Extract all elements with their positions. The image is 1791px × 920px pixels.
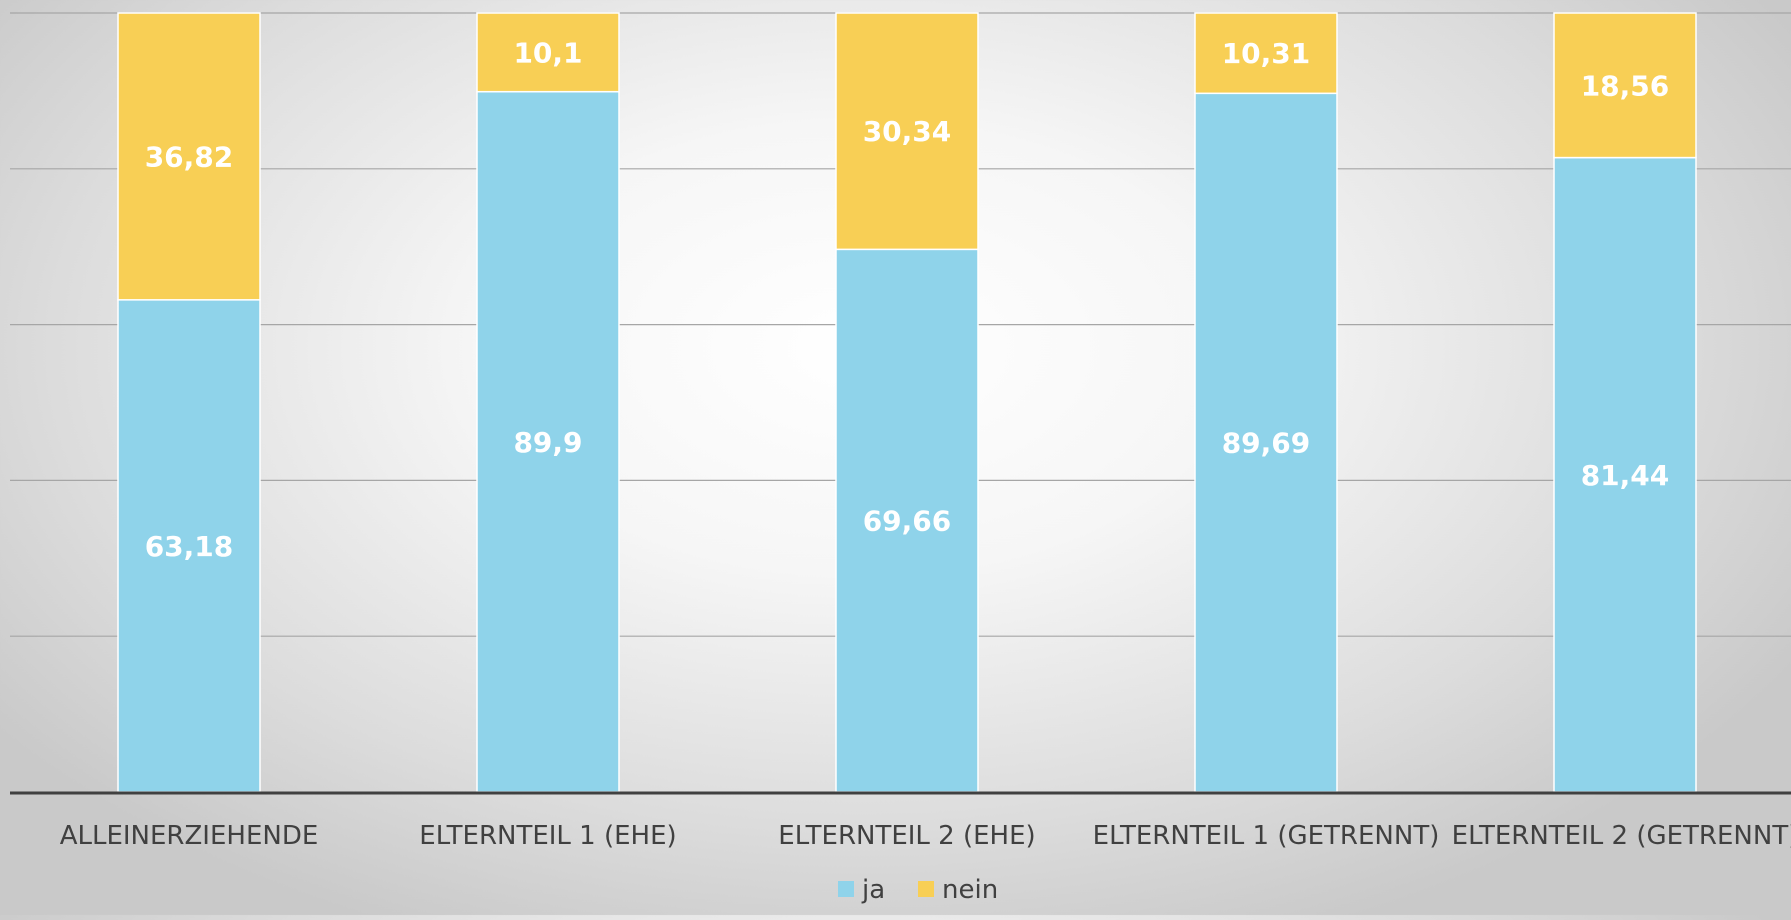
bar-ja-3 <box>1194 92 1338 793</box>
data-label-nein-2: 30,34 <box>863 115 952 148</box>
category-label-3: ELTERNTEIL 1 (GETRENNT) <box>1093 821 1440 851</box>
data-label-ja-4: 81,44 <box>1581 459 1670 492</box>
legend-label-ja: ja <box>861 875 885 905</box>
legend-label-nein: nein <box>942 875 998 905</box>
category-label-0: ALLEINERZIEHENDE <box>60 821 319 851</box>
category-label-1: ELTERNTEIL 1 (EHE) <box>419 821 676 851</box>
category-label-4: ELTERNTEIL 2 (GETRENNT) <box>1452 821 1791 851</box>
bar-nein-1 <box>476 12 620 93</box>
data-labels: 63,18 36,82 89,9 10,1 69,66 30,34 89,69 10,31 81… <box>145 36 1670 563</box>
data-label-ja-0: 63,18 <box>145 530 234 563</box>
category-labels: ALLEINERZIEHENDE ELTERNTEIL 1 (EHE) ELTERN… <box>60 821 1791 851</box>
bar-ja-4 <box>1553 156 1697 793</box>
legend-swatch-ja <box>838 881 854 897</box>
data-label-ja-2: 69,66 <box>863 505 952 538</box>
data-label-nein-4: 18,56 <box>1581 69 1670 102</box>
data-label-nein-3: 10,31 <box>1222 37 1311 70</box>
legend-swatch-nein <box>918 881 934 897</box>
bar-nein-4 <box>1553 12 1697 159</box>
category-label-2: ELTERNTEIL 2 (EHE) <box>778 821 1035 851</box>
data-label-ja-3: 89,69 <box>1222 427 1311 460</box>
data-label-nein-1: 10,1 <box>513 36 582 69</box>
bars <box>117 12 1697 793</box>
bar-ja-0 <box>117 299 261 793</box>
bar-nein-2 <box>835 12 979 251</box>
data-label-nein-0: 36,82 <box>145 140 234 173</box>
bar-nein-0 <box>117 12 261 301</box>
data-label-ja-1: 89,9 <box>513 426 582 459</box>
bar-nein-3 <box>1194 12 1338 95</box>
legend: ja nein <box>838 875 998 905</box>
